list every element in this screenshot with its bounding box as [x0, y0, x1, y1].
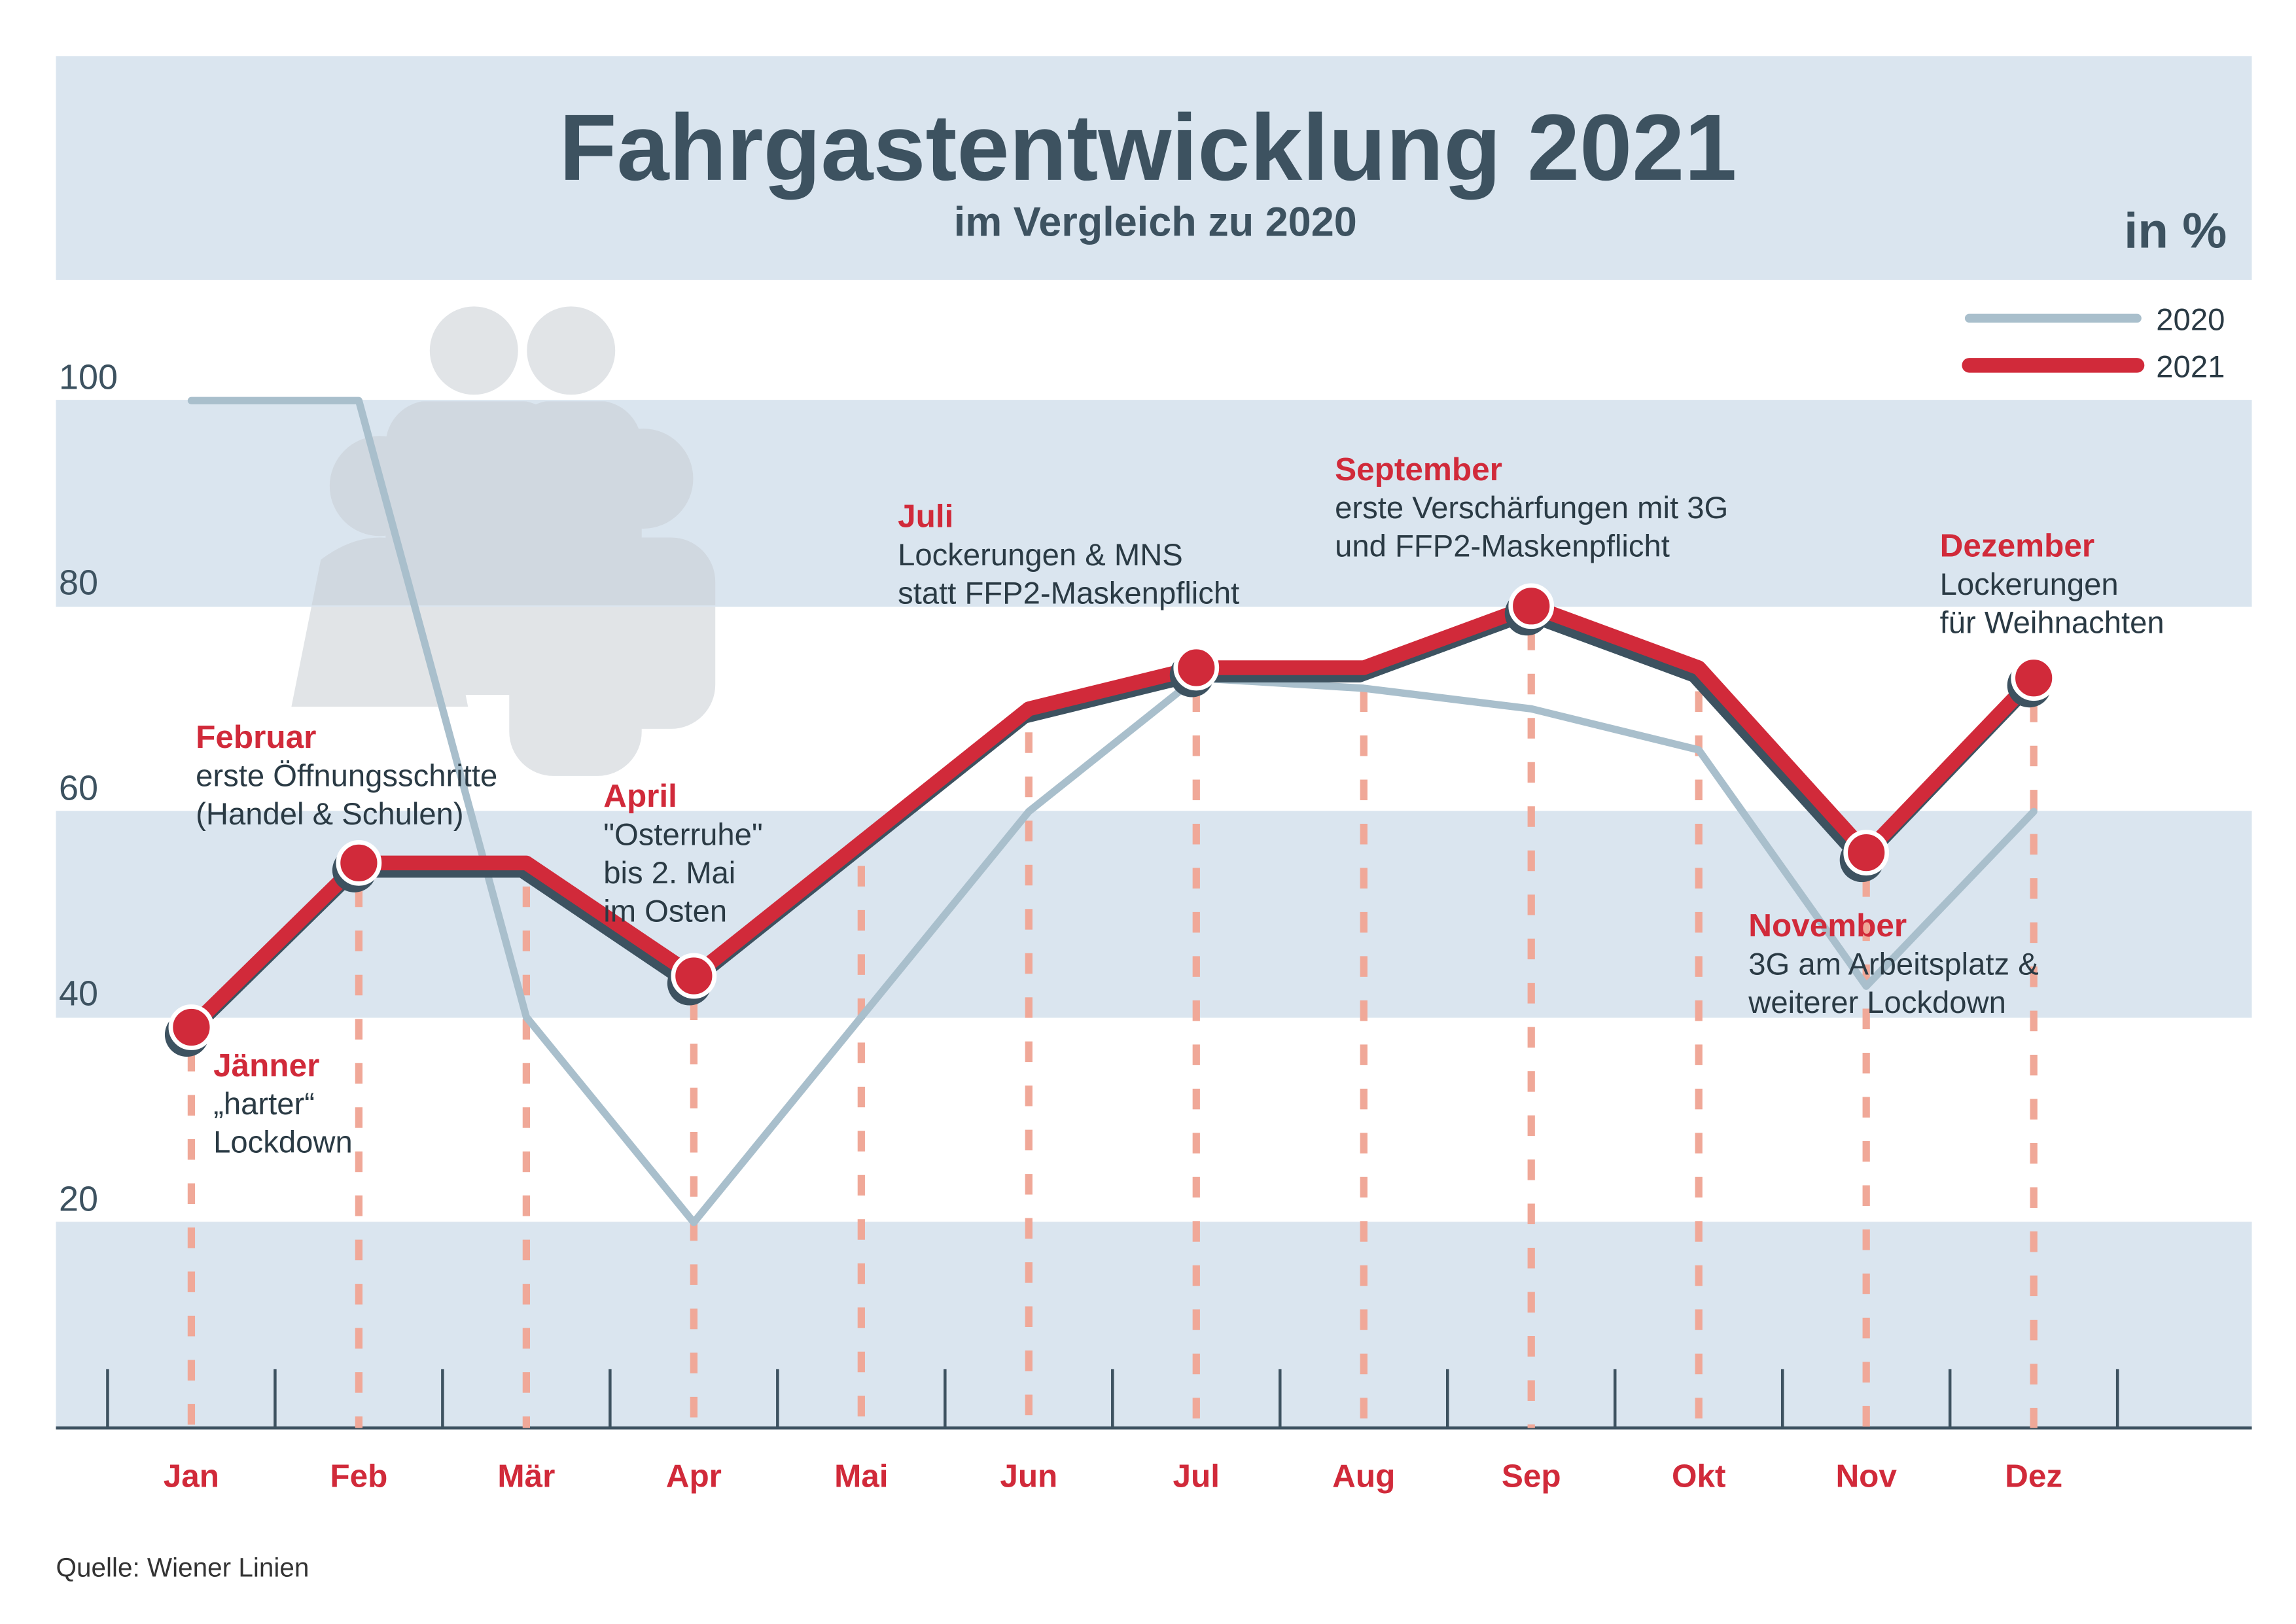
annotation-title: September	[1335, 451, 1502, 487]
source: Quelle: Wiener Linien	[56, 1553, 309, 1583]
marker	[1508, 583, 1555, 629]
title-band	[56, 56, 2252, 280]
x-tick-label: Okt	[1672, 1458, 1725, 1494]
annotation-title: November	[1748, 908, 1907, 944]
annotation-text: bis 2. Mai	[603, 856, 735, 891]
y-tick-label: 60	[59, 768, 98, 807]
annotation-text: „harter“	[213, 1087, 315, 1121]
x-tick-label: Mai	[834, 1458, 888, 1494]
chart-subtitle: im Vergleich zu 2020	[954, 199, 1357, 245]
x-tick-label: Apr	[666, 1458, 722, 1494]
x-tick-label: Dez	[2005, 1458, 2062, 1494]
marker	[1843, 830, 1890, 875]
grid-band	[56, 1222, 2252, 1428]
marker	[671, 953, 717, 999]
annotation-title: Dezember	[1940, 528, 2094, 564]
annotation-title: Juli	[898, 499, 953, 535]
legend-label: 2021	[2156, 349, 2225, 384]
marker	[1173, 644, 1220, 691]
annotation-text: erste Öffnungsschritte	[196, 759, 497, 794]
annotation-text: Lockerungen	[1940, 567, 2119, 602]
x-tick-label: Mär	[497, 1458, 555, 1494]
annotation-text: Lockerungen & MNS	[898, 538, 1183, 573]
x-tick-label: Jun	[1000, 1458, 1057, 1494]
annotation-text: "Osterruhe"	[603, 818, 762, 853]
annotation-title: Jänner	[213, 1048, 319, 1084]
annotation-title: Februar	[196, 719, 316, 755]
series-line	[184, 599, 2041, 1035]
annotation-text: und FFP2-Maskenpflicht	[1335, 529, 1670, 564]
people-icon	[291, 306, 716, 776]
x-tick-label: Feb	[330, 1458, 387, 1494]
annotation-text: statt FFP2-Maskenpflicht	[898, 576, 1239, 611]
y-tick-label: 80	[59, 563, 98, 602]
chart-title: Fahrgastentwicklung 2021	[559, 95, 1737, 200]
y-tick-label: 20	[59, 1179, 98, 1218]
marker	[2011, 655, 2057, 701]
annotation-text: für Weihnachten	[1940, 606, 2164, 641]
annotation-text: Lockdown	[213, 1125, 353, 1160]
annotation-text: im Osten	[603, 894, 727, 929]
y-tick-label: 40	[59, 974, 98, 1013]
y-tick-label: 100	[59, 357, 118, 397]
x-tick-label: Aug	[1332, 1458, 1395, 1494]
series-line	[187, 397, 2038, 1226]
x-tick-label: Jul	[1173, 1458, 1220, 1494]
annotation-text: erste Verschärfungen mit 3G	[1335, 491, 1728, 525]
annotation-text: (Handel & Schulen)	[196, 797, 463, 832]
x-tick-label: Jan	[164, 1458, 219, 1494]
marker	[168, 1004, 215, 1050]
x-tick-label: Sep	[1502, 1458, 1561, 1494]
x-tick-label: Nov	[1835, 1458, 1897, 1494]
marker	[336, 839, 382, 886]
annotation-title: April	[603, 778, 677, 814]
unit-label: in %	[2124, 203, 2227, 258]
annotation-text: weiterer Lockdown	[1748, 985, 2006, 1020]
legend-label: 2020	[2156, 302, 2225, 337]
annotation-text: 3G am Arbeitsplatz &	[1748, 947, 2039, 982]
